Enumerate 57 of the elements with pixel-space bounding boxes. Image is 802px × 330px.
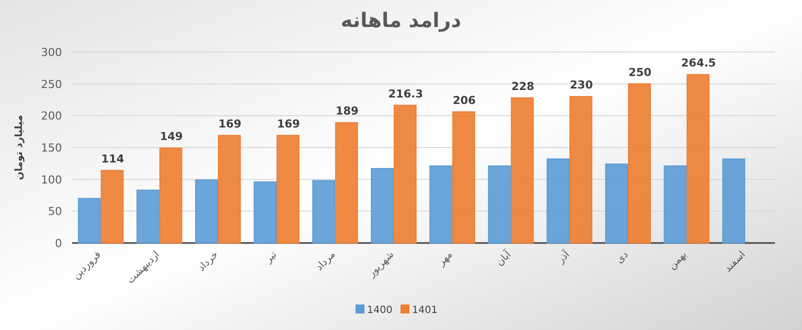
data-label: 216.3 (388, 87, 424, 100)
x-tick-label: خرداد (196, 249, 221, 274)
x-tick-label: بهمن (666, 249, 690, 272)
bar (429, 165, 452, 244)
data-label: 228 (511, 80, 534, 93)
data-label: 169 (276, 117, 300, 130)
chart-title: درامد ماهانه (340, 8, 462, 32)
x-tick-label: مرداد (314, 249, 338, 274)
y-tick-label: 0 (55, 237, 62, 250)
y-tick-label: 200 (41, 110, 62, 123)
bar (664, 165, 687, 244)
data-label: 264.5 (681, 56, 716, 70)
data-label: 206 (452, 94, 476, 107)
bar (605, 164, 628, 244)
legend-label: 1401 (412, 305, 438, 316)
x-tick-label: آذر (554, 247, 573, 266)
data-label: 250 (628, 66, 652, 79)
data-label: 189 (336, 104, 359, 118)
data-label: 149 (160, 130, 183, 144)
bar (78, 198, 101, 244)
bar (276, 134, 300, 244)
x-tick-label: مهر (435, 249, 455, 269)
legend-label: 1400 (367, 305, 392, 316)
bar (218, 134, 241, 244)
bar (394, 104, 417, 244)
data-label: 114 (101, 152, 125, 166)
bar (686, 74, 710, 244)
x-tick-label: فروردین (71, 249, 104, 282)
x-tick-label: آبان (493, 247, 514, 268)
bar (722, 158, 746, 244)
bar (452, 111, 476, 244)
x-tick-label: تیر (262, 249, 280, 266)
bar (569, 96, 592, 244)
bar (510, 97, 534, 244)
y-tick-label: 300 (41, 46, 62, 59)
data-label: 169 (218, 117, 242, 130)
bar (195, 179, 218, 244)
bar (335, 122, 358, 244)
x-tick-label: اسفند (722, 249, 748, 274)
bar (159, 148, 182, 244)
y-tick-label: 100 (41, 173, 62, 186)
x-tick-label: دی (614, 249, 631, 266)
data-label: 230 (570, 78, 594, 92)
bar (370, 168, 394, 244)
bar (546, 158, 570, 244)
y-axis-title: میلیارد تومان (14, 114, 25, 180)
bar (136, 190, 160, 244)
bar (488, 165, 511, 244)
bar (100, 170, 124, 244)
bar (628, 83, 651, 244)
y-tick-label: 150 (41, 142, 62, 154)
y-tick-label: 50 (48, 205, 62, 218)
x-tick-label: شهریور (366, 249, 396, 280)
y-tick-label: 250 (41, 78, 62, 91)
bar (312, 180, 336, 244)
bar (254, 181, 277, 244)
x-tick-label: اردیبهشت (125, 249, 162, 286)
